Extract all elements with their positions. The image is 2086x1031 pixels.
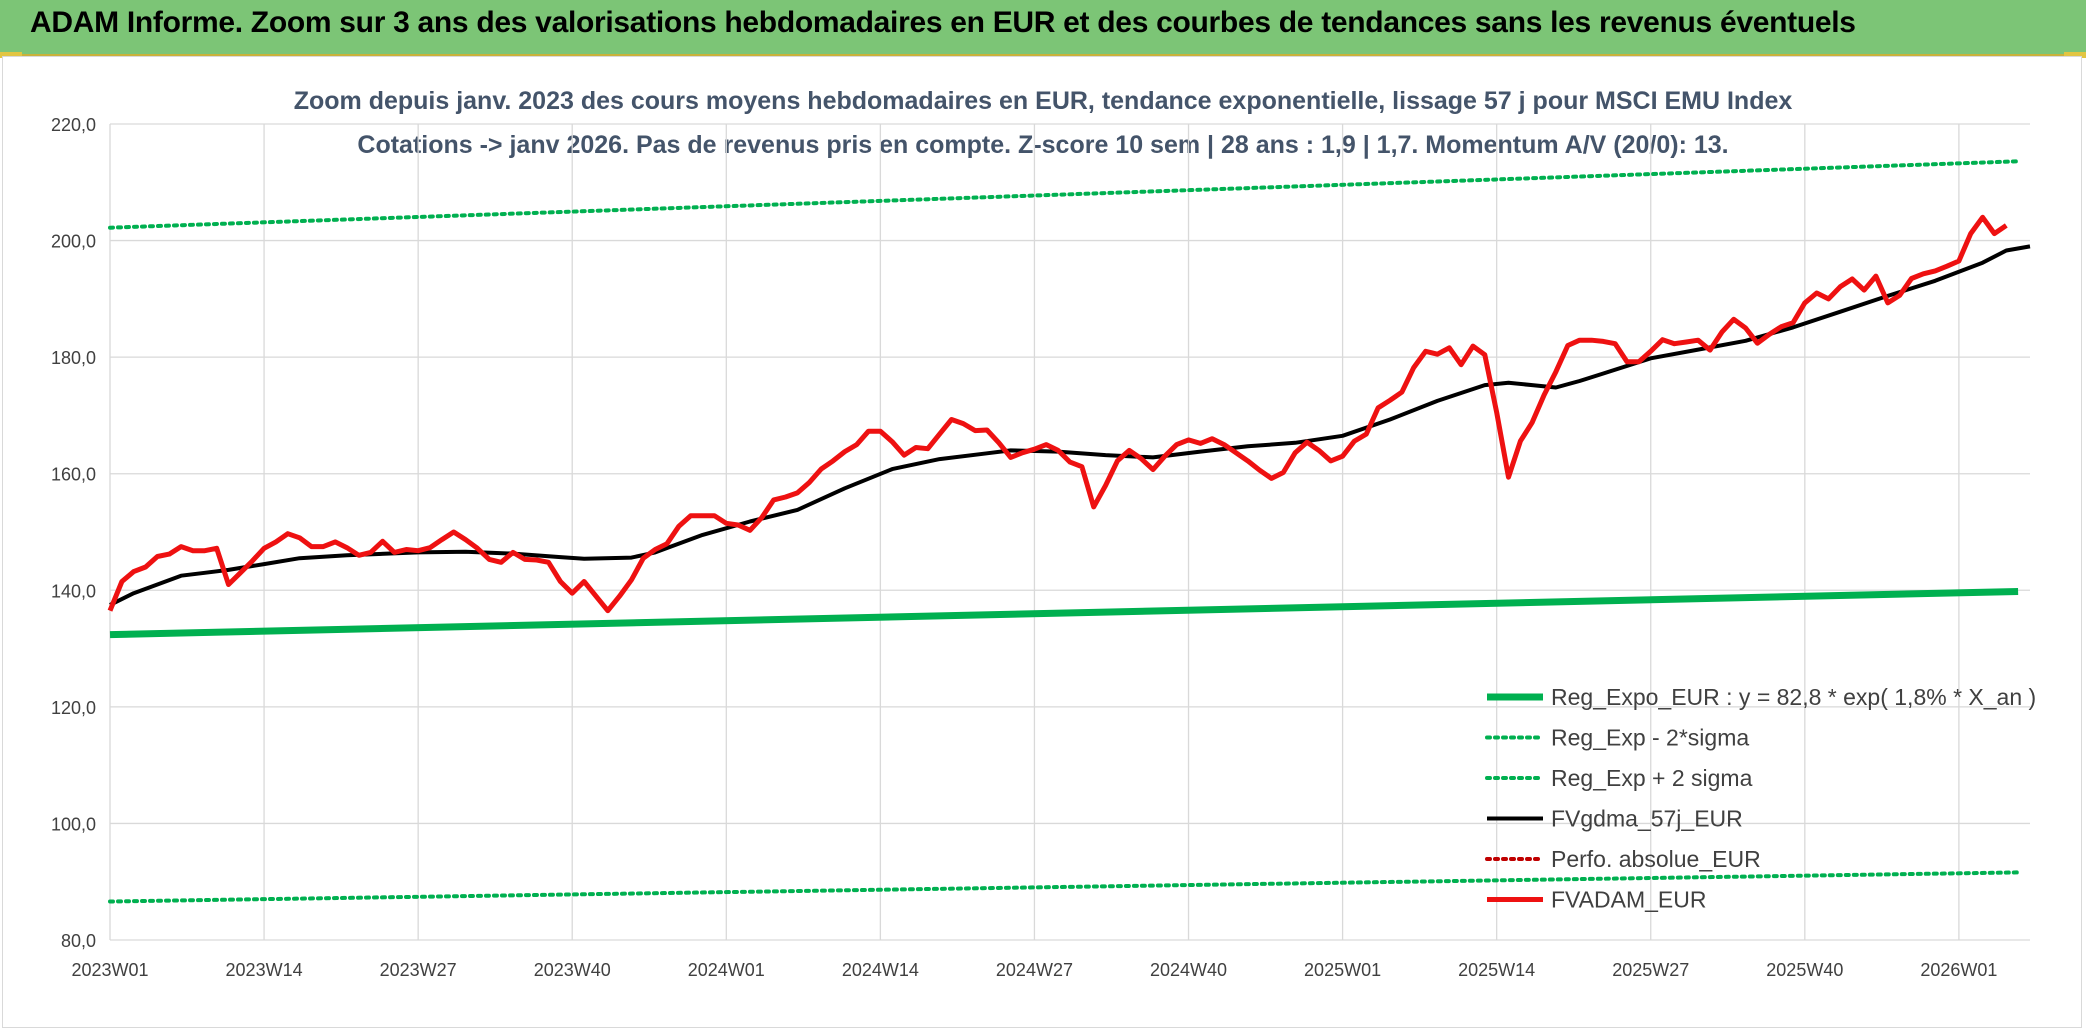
x-tick-label: 2025W01: [1304, 960, 1381, 980]
series-line-0: [109, 588, 2019, 639]
series-line-2: [108, 159, 2021, 230]
x-tick-label: 2023W01: [71, 960, 148, 980]
y-tick-label: 140,0: [51, 581, 96, 601]
x-tick-label: 2023W40: [534, 960, 611, 980]
y-tick-label: 200,0: [51, 232, 96, 252]
legend: Reg_Expo_EUR : y = 82,8 * exp( 1,8% * X_…: [1485, 684, 2036, 913]
y-tick-label: 120,0: [51, 698, 96, 718]
header-bar: ADAM Informe. Zoom sur 3 ans des valoris…: [0, 0, 2086, 58]
legend-label-2: Reg_Exp + 2 sigma: [1551, 765, 1753, 791]
x-tick-label: 2023W14: [226, 960, 303, 980]
x-axis-labels: 2023W01 2023W14 2023W27 2023W40 2024W01 2024W…: [71, 960, 1997, 980]
y-tick-label: 160,0: [51, 465, 96, 485]
series-line-1: [108, 870, 2021, 904]
y-tick-label: 220,0: [51, 115, 96, 135]
series-lines: [107, 159, 2031, 904]
legend-label-1: Reg_Exp - 2*sigma: [1551, 725, 1749, 751]
y-tick-label: 100,0: [51, 814, 96, 834]
header-accent-right: [2064, 52, 2086, 58]
series-line-5: [107, 214, 2008, 614]
x-tick-label: 2025W27: [1612, 960, 1689, 980]
x-tick-label: 2023W27: [380, 960, 457, 980]
x-tick-label: 2024W40: [1150, 960, 1227, 980]
legend-label-5: FVADAM_EUR: [1551, 887, 1707, 913]
y-tick-label: 80,0: [61, 931, 96, 951]
x-tick-label: 2025W14: [1458, 960, 1535, 980]
chart-title-line1: Zoom depuis janv. 2023 des cours moyens …: [294, 87, 1793, 115]
x-tick-label: 2024W14: [842, 960, 919, 980]
x-tick-label: 2026W01: [1920, 960, 1997, 980]
legend-label-3: FVgdma_57j_EUR: [1551, 806, 1743, 832]
header-accent-left: [0, 52, 22, 58]
gridlines: [109, 123, 2030, 941]
y-axis-labels: 80,0 100,0 120,0 140,0 160,0 180,0 200,0 220,0: [51, 115, 96, 951]
chart-title-line2: Cotations -> janv 2026. Pas de revenus p…: [357, 131, 1728, 159]
legend-label-0: Reg_Expo_EUR : y = 82,8 * exp( 1,8% * X_…: [1551, 684, 2036, 710]
x-tick-label: 2025W40: [1766, 960, 1843, 980]
x-tick-label: 2024W01: [688, 960, 765, 980]
x-tick-label: 2024W27: [996, 960, 1073, 980]
y-tick-label: 180,0: [51, 348, 96, 368]
legend-label-4: Perfo. absolue_EUR: [1551, 846, 1761, 872]
report-title: ADAM Informe. Zoom sur 3 ans des valoris…: [30, 6, 1856, 39]
